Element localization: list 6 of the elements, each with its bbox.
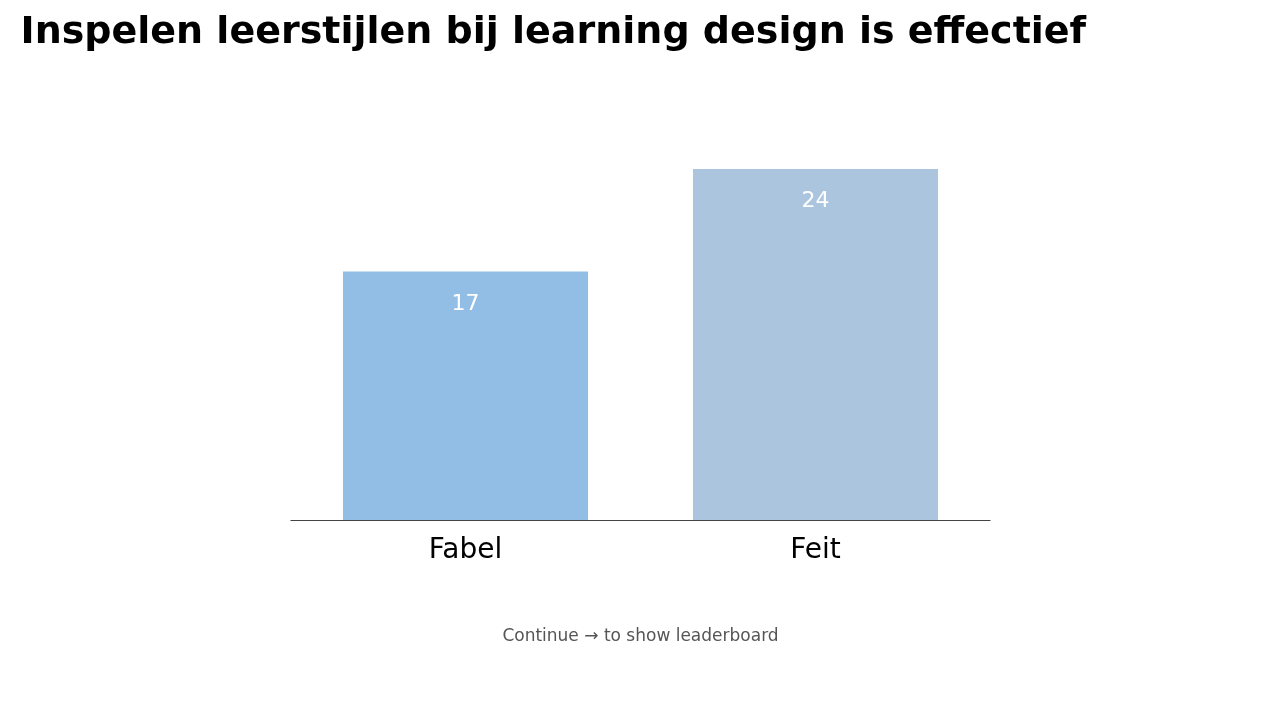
x-tick-label: Fabel — [428, 531, 503, 565]
chart-title: Inspelen leerstijlen bij learning design is effectief — [20, 7, 1087, 52]
x-tick-label: Feit — [790, 531, 841, 565]
text: Continue → to show leaderboard — [502, 624, 779, 645]
data-label: 24 — [801, 186, 830, 212]
data-label: 17 — [451, 289, 480, 315]
